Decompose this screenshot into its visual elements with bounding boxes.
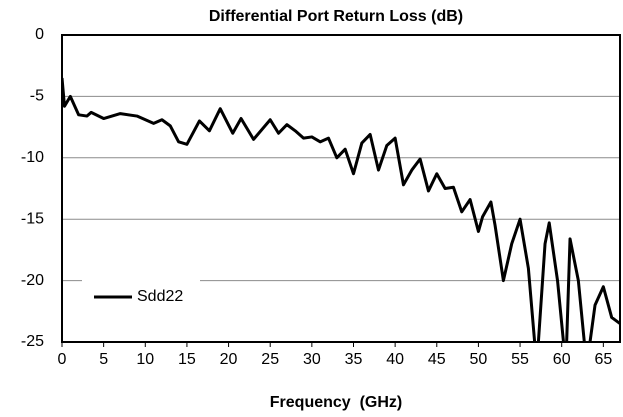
x-tick-label: 55 [511, 351, 529, 368]
y-tick-label: 0 [35, 26, 44, 43]
x-tick-label: 60 [553, 351, 571, 368]
x-tick-label: 20 [220, 351, 238, 368]
y-tick-label: -15 [21, 210, 44, 227]
x-tick-label: 40 [386, 351, 404, 368]
data-line [62, 77, 620, 342]
plot-border [61, 34, 621, 343]
x-tick-label: 45 [428, 351, 446, 368]
x-tick-label: 35 [345, 351, 363, 368]
x-tick-label: 10 [136, 351, 154, 368]
x-tick-label: 30 [303, 351, 321, 368]
y-tick-label: -25 [21, 333, 44, 350]
x-tick-label: 5 [99, 351, 108, 368]
y-tick-label: -10 [21, 149, 44, 166]
legend-label: Sdd22 [137, 288, 183, 305]
x-tick-label: 15 [178, 351, 196, 368]
x-tick-label: 50 [470, 351, 488, 368]
x-tick-label: 65 [594, 351, 612, 368]
y-tick-label: -20 [21, 272, 44, 289]
chart-title: Differential Port Return Loss (dB) [209, 8, 463, 25]
x-tick-label: 0 [58, 351, 67, 368]
y-tick-label: -5 [30, 88, 44, 105]
x-tick-label: 25 [261, 351, 279, 368]
x-axis-label: Frequency (GHz) [270, 394, 402, 411]
